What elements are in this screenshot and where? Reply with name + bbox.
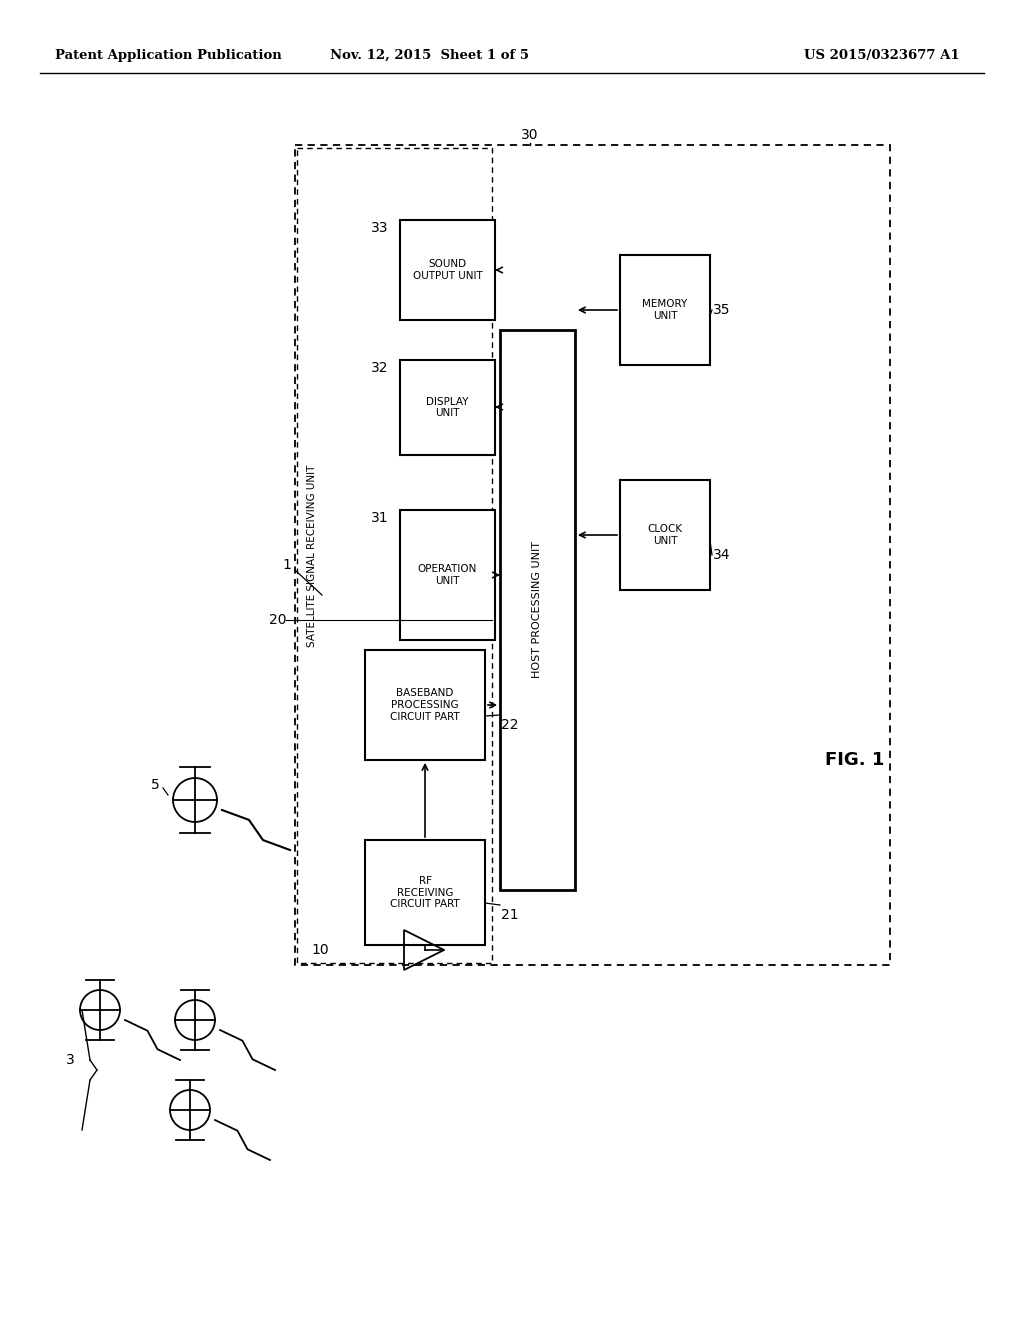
- Text: US 2015/0323677 A1: US 2015/0323677 A1: [805, 49, 961, 62]
- Text: 30: 30: [521, 128, 539, 143]
- Text: 31: 31: [371, 511, 389, 525]
- Text: 33: 33: [372, 220, 389, 235]
- Text: 3: 3: [66, 1053, 75, 1067]
- Text: 21: 21: [501, 908, 519, 921]
- Bar: [400, 510, 495, 640]
- Bar: [400, 220, 495, 319]
- Text: HOST PROCESSING UNIT: HOST PROCESSING UNIT: [532, 541, 543, 678]
- Text: 22: 22: [502, 718, 519, 733]
- Text: MEMORY
UNIT: MEMORY UNIT: [642, 300, 688, 321]
- Text: 34: 34: [714, 548, 731, 562]
- Text: BASEBAND
PROCESSING
CIRCUIT PART: BASEBAND PROCESSING CIRCUIT PART: [390, 689, 460, 722]
- Bar: [295, 145, 890, 965]
- Text: 1: 1: [283, 558, 292, 572]
- Text: Patent Application Publication: Patent Application Publication: [55, 49, 282, 62]
- Text: Nov. 12, 2015  Sheet 1 of 5: Nov. 12, 2015 Sheet 1 of 5: [331, 49, 529, 62]
- Bar: [620, 480, 710, 590]
- Bar: [400, 360, 495, 455]
- Text: 5: 5: [151, 777, 160, 792]
- Text: 20: 20: [269, 612, 287, 627]
- Text: CLOCK
UNIT: CLOCK UNIT: [647, 524, 683, 545]
- Bar: [297, 148, 492, 964]
- Text: RF
RECEIVING
CIRCUIT PART: RF RECEIVING CIRCUIT PART: [390, 876, 460, 909]
- Text: SOUND
OUTPUT UNIT: SOUND OUTPUT UNIT: [413, 259, 482, 281]
- Text: DISPLAY
UNIT: DISPLAY UNIT: [426, 397, 469, 418]
- Text: FIG. 1: FIG. 1: [825, 751, 885, 770]
- Bar: [620, 255, 710, 366]
- Bar: [365, 840, 485, 945]
- Text: OPERATION
UNIT: OPERATION UNIT: [418, 564, 477, 586]
- Text: 35: 35: [714, 304, 731, 317]
- Bar: [500, 330, 575, 890]
- Text: 10: 10: [311, 942, 329, 957]
- Bar: [365, 649, 485, 760]
- Text: SATELLITE SIGNAL RECEIVING UNIT: SATELLITE SIGNAL RECEIVING UNIT: [307, 465, 317, 647]
- Text: 32: 32: [372, 360, 389, 375]
